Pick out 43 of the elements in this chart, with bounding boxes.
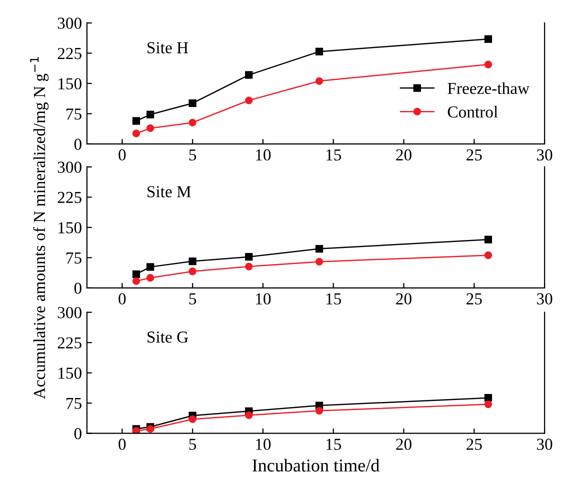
- x-tick-label: 30: [537, 438, 552, 450]
- y-tick-label: 0: [74, 138, 82, 150]
- x-tick-label: 15: [326, 438, 342, 450]
- x-tick-label: 20: [396, 438, 412, 450]
- annotation: Site G: [148, 332, 188, 343]
- y-tick-label: 75: [66, 108, 82, 120]
- y-tick-label: 225: [58, 192, 82, 204]
- y-tick-label: 300: [58, 162, 82, 173]
- y-tick-label: 75: [66, 398, 82, 410]
- y-tick-label: 150: [58, 368, 82, 379]
- y-tick-label: 225: [58, 48, 82, 60]
- legend-label: Freeze-thaw: [448, 82, 530, 94]
- x-axis-title: Incubation time/d: [252, 458, 380, 472]
- x-tick-label: 25: [466, 149, 482, 161]
- x-tick-label: 10: [256, 149, 271, 161]
- legend-label: Control: [448, 106, 498, 118]
- y-tick-label: 300: [58, 18, 82, 29]
- x-tick-label: 10: [256, 438, 271, 450]
- x-tick-label: 15: [326, 293, 342, 305]
- x-tick-label: 20: [396, 149, 412, 161]
- y-tick-label: 300: [58, 307, 82, 318]
- y-tick-label: 0: [74, 282, 82, 294]
- annotation: Site M: [148, 186, 191, 198]
- y-tick-label: 0: [74, 428, 82, 440]
- y-tick-label: 75: [66, 252, 82, 264]
- x-tick-label: 10: [256, 293, 271, 305]
- x-tick-label: 5: [189, 293, 196, 305]
- y-tick-label: 150: [58, 78, 82, 90]
- x-tick-label: 25: [466, 438, 482, 450]
- y-tick-label: 150: [58, 222, 82, 234]
- annotation: Site H: [148, 42, 188, 54]
- y-axis-title: Accumulative amounts of N mineralized/mg N g$^{−1}$: [30, 57, 49, 400]
- x-tick-label: 0: [118, 149, 126, 161]
- x-tick-label: 25: [466, 293, 482, 305]
- x-tick-label: 5: [189, 149, 196, 161]
- x-tick-label: 0: [118, 438, 126, 450]
- x-tick-label: 0: [118, 293, 126, 305]
- x-tick-label: 5: [189, 438, 196, 450]
- x-tick-label: 15: [326, 149, 342, 161]
- x-tick-label: 20: [396, 293, 412, 305]
- y-tick-label: 225: [58, 337, 82, 349]
- x-tick-label: 30: [537, 149, 552, 161]
- x-tick-label: 30: [537, 293, 552, 305]
